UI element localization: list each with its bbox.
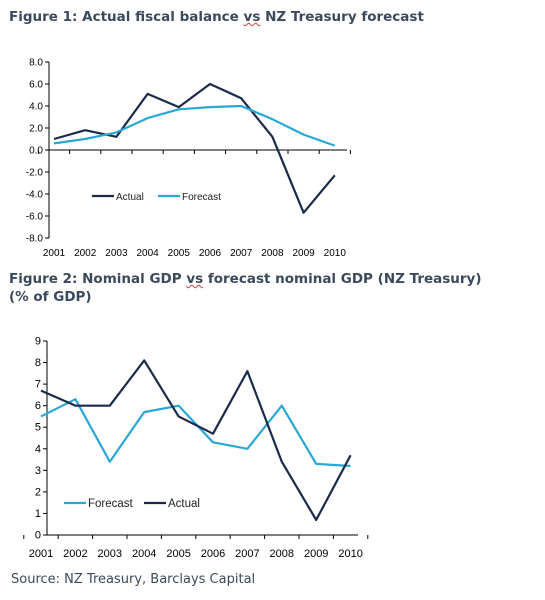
fig1-legend-label-forecast: Forecast — [182, 192, 221, 203]
fig1-x-tick-label: 2002 — [74, 248, 97, 259]
fig1-y-tick-label: -4.0 — [26, 190, 44, 201]
fiscal-balance-chart: 8.0 6.0 4.0 2.0 0.0 -2.0 -4.0 -6.0 -8.0 2001 2002 2… — [26, 58, 351, 259]
fig2-x-tick-label: 2010 — [338, 548, 362, 560]
fig2-y-tick-label: 5 — [35, 422, 41, 434]
fig2-series-forecast — [40, 398, 351, 468]
fig2-legend-label-forecast: Forecast — [88, 498, 134, 510]
fig1-y-tick-label: 0.0 — [29, 146, 43, 157]
fig1-y-tick-label: -2.0 — [26, 168, 44, 179]
fig2-x-tick-label: 2002 — [63, 548, 87, 560]
fig2-y-tick-label: 1 — [35, 508, 41, 520]
fig2-y-tick-label: 2 — [35, 486, 41, 498]
fig1-x-tick-label: 2003 — [105, 248, 128, 259]
fig1-y-tick-label: 6.0 — [29, 80, 43, 91]
fig1-x-tick-label: 2009 — [292, 248, 315, 259]
fig1-x-tick-label: 2007 — [230, 248, 253, 259]
source-note: Source: NZ Treasury, Barclays Capital — [11, 572, 256, 587]
fig2-y-tick-label: 0 — [35, 530, 41, 542]
fig2-x-tick-label: 2003 — [98, 548, 122, 560]
figure2-title-end: forecast nominal GDP (NZ Treasury) — [203, 271, 482, 287]
fig1-y-tick-label: 2.0 — [29, 124, 43, 135]
figure1-title: Figure 1: Actual fiscal balance vs NZ Tr… — [9, 8, 424, 26]
fig1-legend-label-actual: Actual — [116, 192, 144, 203]
fig1-series-actual — [53, 82, 336, 214]
fig1-y-tick-label: -6.0 — [26, 212, 44, 223]
fig1-x-tick-label: 2006 — [199, 248, 222, 259]
fig2-y-tick-label: 7 — [35, 379, 41, 391]
fig1-y-tick-label: 8.0 — [29, 58, 43, 69]
fig2-x-tick-label: 2007 — [235, 548, 259, 560]
figure2-title-vs: vs — [186, 271, 204, 287]
figure1-title-vs: vs — [243, 9, 261, 25]
fig2-y-tick-label: 4 — [35, 443, 41, 455]
fig1-x-tick-label: 2001 — [43, 248, 66, 259]
figure2-title: Figure 2: Nominal GDP vs forecast nomina… — [9, 270, 545, 306]
figure2-title-line2: (% of GDP) — [9, 289, 92, 305]
nominal-gdp-chart: 9 8 7 6 5 4 3 2 1 0 2001 2002 2003 2004 2005 2006 2007 20… — [23, 336, 369, 560]
fig2-x-tick-label: 2004 — [132, 548, 156, 560]
fig2-x-tick-label: 2009 — [304, 548, 328, 560]
fig1-x-tick-label: 2008 — [261, 248, 284, 259]
fig1-x-tick-label: 2010 — [324, 248, 347, 259]
fig2-x-tick-label: 2005 — [166, 548, 190, 560]
fig2-y-tick-label: 8 — [35, 357, 41, 369]
fig1-y-tick-label: 4.0 — [29, 102, 43, 113]
fig2-series-actual — [40, 359, 352, 522]
fig2-legend-label-actual: Actual — [168, 498, 200, 510]
fig1-y-tick-label: -8.0 — [26, 234, 44, 245]
fig2-y-tick-label: 6 — [35, 400, 41, 412]
fig1-x-tick-label: 2004 — [136, 248, 159, 259]
fig2-x-tick-label: 2006 — [201, 548, 225, 560]
figure1-title-end: NZ Treasury forecast — [260, 9, 424, 25]
fig1-x-tick-label: 2005 — [168, 248, 191, 259]
fig2-y-tick-label: 3 — [35, 465, 41, 477]
fig2-x-tick-label: 2001 — [29, 548, 53, 560]
fig1-series-forecast — [53, 104, 336, 147]
fig2-x-tick-label: 2008 — [270, 548, 294, 560]
figure1-title-start: Figure 1: Actual fiscal balance — [9, 9, 244, 25]
fig2-y-tick-label: 9 — [35, 336, 41, 348]
figure2-title-start: Figure 2: Nominal GDP — [9, 271, 187, 287]
